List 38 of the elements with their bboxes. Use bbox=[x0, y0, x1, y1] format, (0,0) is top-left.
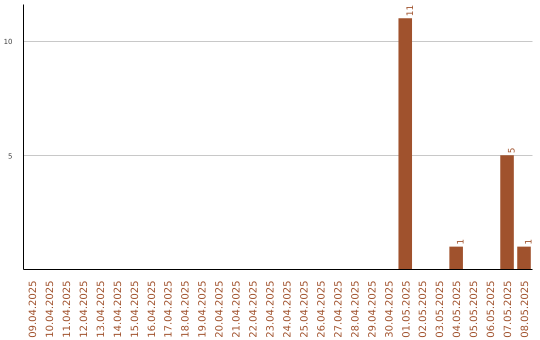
x-tick-label: 29.04.2025 bbox=[367, 280, 378, 338]
bar bbox=[500, 155, 514, 270]
x-tick-label: 11.04.2025 bbox=[62, 280, 73, 338]
x-tick-label: 05.05.2025 bbox=[469, 280, 480, 338]
data-label: 1 bbox=[456, 238, 467, 245]
x-tick-label: 25.04.2025 bbox=[299, 280, 310, 338]
bar bbox=[517, 246, 531, 270]
x-tick-label: 30.04.2025 bbox=[384, 280, 396, 338]
x-tick-label: 26.04.2025 bbox=[316, 280, 328, 338]
x-tick-label: 18.04.2025 bbox=[180, 280, 192, 338]
x-tick-label: 28.04.2025 bbox=[350, 280, 362, 338]
bar bbox=[449, 246, 463, 270]
x-tick-label: 14.04.2025 bbox=[112, 280, 124, 338]
x-tick-label: 02.05.2025 bbox=[418, 280, 430, 338]
x-tick-label: 27.04.2025 bbox=[333, 280, 344, 338]
x-tick-label: 20.04.2025 bbox=[214, 280, 226, 338]
x-tick-label: 12.04.2025 bbox=[78, 280, 90, 338]
x-tick-label: 21.04.2025 bbox=[232, 280, 243, 338]
x-tick-label: 19.04.2025 bbox=[198, 280, 209, 338]
x-tick-label: 10.04.2025 bbox=[44, 280, 56, 338]
x-tick-label: 04.05.2025 bbox=[452, 280, 464, 338]
data-label: 1 bbox=[524, 238, 535, 245]
x-tick-label: 17.04.2025 bbox=[164, 280, 175, 338]
x-tick-label: 15.04.2025 bbox=[130, 280, 141, 338]
x-tick-label: 22.04.2025 bbox=[248, 280, 260, 338]
x-tick-label: 07.05.2025 bbox=[503, 280, 514, 338]
x-tick-label: 03.05.2025 bbox=[435, 280, 446, 338]
bar bbox=[398, 18, 412, 270]
x-tick-label: 16.04.2025 bbox=[146, 280, 158, 338]
x-tick-label: 13.04.2025 bbox=[96, 280, 107, 338]
data-label: 11 bbox=[406, 4, 416, 16]
x-tick-label: 09.04.2025 bbox=[28, 280, 39, 338]
x-tick-label: 24.04.2025 bbox=[282, 280, 294, 338]
data-label: 5 bbox=[508, 148, 518, 154]
x-tick-label: 06.05.2025 bbox=[486, 280, 498, 338]
x-tick-label: 01.05.2025 bbox=[401, 280, 412, 338]
x-tick-label: 23.04.2025 bbox=[266, 280, 277, 338]
x-tick-label: 08.05.2025 bbox=[520, 280, 532, 338]
